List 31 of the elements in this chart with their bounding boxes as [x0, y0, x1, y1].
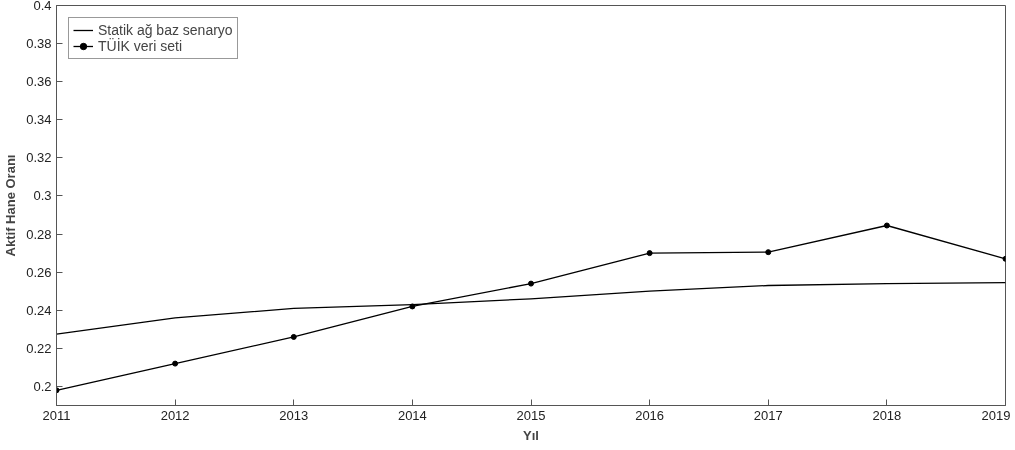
y-tick-label: 0.26 — [26, 264, 52, 280]
y-tick-label: 0.38 — [26, 36, 52, 52]
x-tick-label: 2015 — [516, 407, 546, 423]
y-tick-label: 0.22 — [26, 340, 52, 356]
x-tick-label: 2011 — [42, 407, 71, 423]
legend-label: Statik ağ baz senaryo — [98, 22, 233, 38]
point — [409, 303, 416, 310]
y-tick-label: 0.2 — [33, 378, 52, 394]
y-tick-label: 0.3 — [33, 188, 52, 204]
y-axis-title: Aktif Hane Oranı — [3, 154, 19, 257]
y-tick-label: 0.36 — [26, 74, 52, 90]
x-tick-label: 2018 — [872, 407, 902, 423]
point — [646, 250, 653, 257]
legend-label: TÜİK veri seti — [98, 38, 183, 54]
point — [883, 222, 890, 229]
point — [290, 333, 297, 340]
x-tick-label: 2012 — [160, 407, 190, 423]
x-tick-label: 2014 — [397, 407, 427, 423]
point — [765, 249, 772, 256]
y-tick-label: 0.34 — [26, 112, 52, 128]
x-tick-label: 2019 — [981, 407, 1011, 423]
y-tick-label: 0.4 — [33, 0, 52, 13]
point — [528, 280, 534, 287]
y-tick-label: 0.28 — [26, 226, 52, 242]
y-tick-label: 0.32 — [26, 150, 52, 166]
point — [172, 360, 179, 367]
x-tick-label: 2016 — [635, 407, 665, 423]
x-tick-label: 2017 — [753, 407, 783, 423]
x-tick-label: 2013 — [279, 407, 309, 423]
x-axis-title: Yıl — [523, 427, 539, 443]
y-tick-label: 0.24 — [26, 302, 52, 318]
